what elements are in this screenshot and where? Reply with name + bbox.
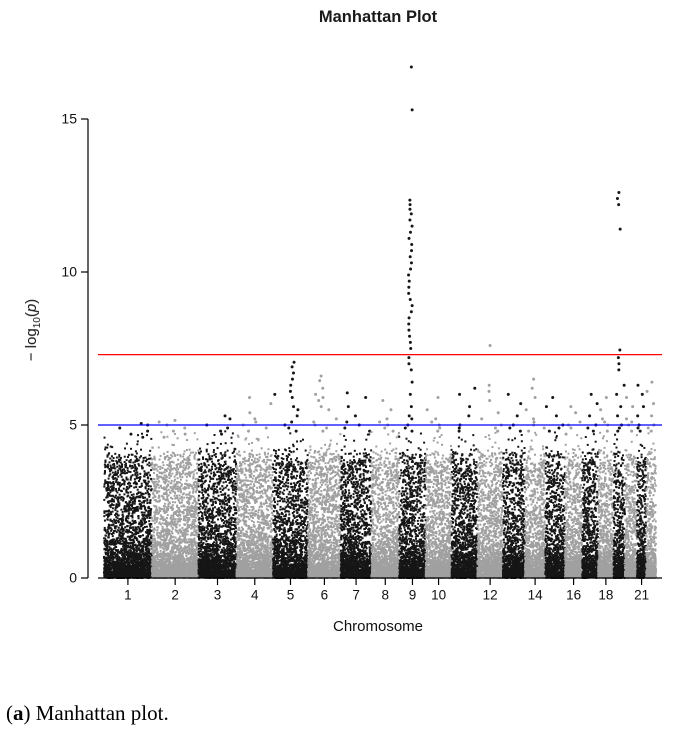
y-axis-label: − log10(p) — [23, 299, 43, 361]
caption-text: Manhattan plot. — [30, 701, 169, 725]
caption-label: a — [13, 701, 24, 725]
y-axis-label-prefix: − log — [23, 328, 40, 362]
caption-close-paren: ) — [23, 701, 31, 725]
y-axis-label-variable: p — [23, 303, 40, 313]
y-axis-label-subscript: 10 — [32, 317, 43, 329]
y-axis-label-close-paren: ) — [23, 298, 40, 304]
figure-caption: (a) Manhattan plot. — [6, 701, 169, 726]
chart-title: Manhattan Plot — [318, 8, 438, 26]
x-axis-label: Chromosome — [332, 618, 424, 635]
y-axis-label-open-paren: ( — [23, 312, 40, 318]
caption-open-paren: ( — [6, 701, 13, 725]
